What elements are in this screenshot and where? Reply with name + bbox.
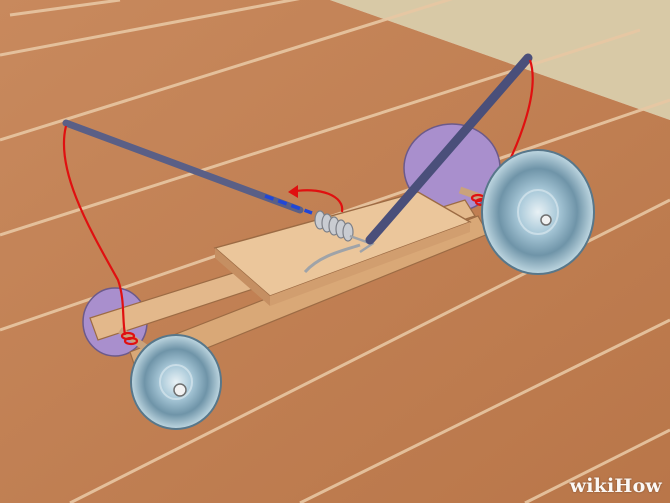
front-right-wheel-hub <box>540 214 552 226</box>
cd-wheel-icon <box>130 149 595 430</box>
front-left-cd-wheel <box>130 334 222 430</box>
front-left-wheel-hub <box>173 383 187 397</box>
motion-dash <box>264 194 313 215</box>
curved-arrow-icon <box>288 185 344 213</box>
wikihow-watermark: wikiHow <box>569 475 662 497</box>
spring-icon <box>314 210 354 242</box>
rear-lever-arm <box>365 53 533 245</box>
mousetrap-board-front <box>270 222 470 306</box>
front-string-wraps <box>120 331 139 346</box>
front-lever-arm <box>62 119 304 214</box>
mousetrap-board-side <box>215 248 270 306</box>
front-right-cd-wheel <box>481 149 595 275</box>
trap-catch-wire <box>303 243 361 274</box>
front-string <box>62 125 127 336</box>
